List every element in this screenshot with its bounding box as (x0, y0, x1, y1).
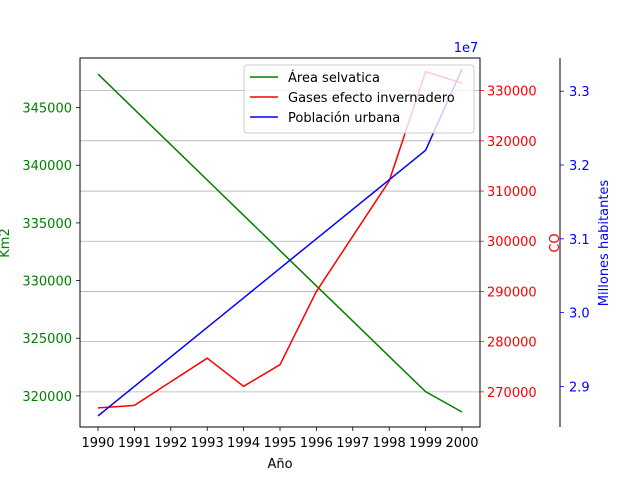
series-line (97, 68, 463, 417)
y-tick-label-left: 325000 (22, 332, 72, 347)
y-tick-label-right: 270000 (487, 386, 537, 401)
y-tick-label-right: 300000 (487, 235, 537, 250)
y-axis-label-right: CO (548, 233, 563, 252)
legend: Área selvatica Gases efecto invernadero Po… (243, 64, 475, 134)
legend-box (243, 64, 475, 134)
y-tick-label-right: 290000 (487, 285, 537, 300)
grid-layer (80, 90, 480, 393)
y-tick-label-right: 320000 (487, 135, 537, 150)
y-axis-label-outer-right: Millones habitantes (597, 180, 612, 307)
y-tick-label-outer-right: 3.1 (569, 233, 590, 248)
y-tick-label-outer-right: 3.2 (569, 159, 590, 174)
x-tick-label: 1994 (227, 436, 260, 451)
series-layer (97, 68, 463, 417)
y-tick-label-left: 345000 (22, 102, 72, 117)
y-axis-label-left: Km2 (0, 228, 13, 257)
x-tick-label: 1995 (263, 436, 296, 451)
y-tick-label-right: 280000 (487, 336, 537, 351)
x-tick-label: 1999 (409, 436, 442, 451)
x-axis-label: Año (267, 457, 292, 472)
x-tick-label: 2000 (445, 436, 478, 451)
x-tick-label: 1991 (118, 436, 151, 451)
axes-layer: 1990 1991 1992 1993 1994 1995 1996 1997 1998 1999… (22, 58, 590, 451)
y-tick-label-outer-right: 2.9 (569, 380, 590, 395)
legend-label: Gases efecto invernadero (288, 91, 455, 106)
offset-text: 1e7 (454, 41, 479, 56)
x-tick-label: 1993 (191, 436, 224, 451)
y-tick-label-left: 330000 (22, 275, 72, 290)
y-tick-label-right: 310000 (487, 185, 537, 200)
y-tick-label-outer-right: 3.0 (569, 307, 590, 322)
x-tick-label: 1992 (154, 436, 187, 451)
y-tick-label-left: 335000 (22, 217, 72, 232)
x-tick-label: 1998 (373, 436, 406, 451)
x-tick-label: 1990 (81, 436, 114, 451)
y-tick-label-left: 320000 (22, 390, 72, 405)
series-line (97, 73, 463, 413)
legend-label: Población urbana (288, 111, 400, 126)
y-tick-label-right: 330000 (487, 85, 537, 100)
x-tick-label: 1997 (336, 436, 369, 451)
x-tick-label: 1996 (300, 436, 333, 451)
legend-label: Área selvatica (288, 70, 380, 86)
series-line (97, 70, 463, 409)
y-tick-label-outer-right: 3.3 (569, 85, 590, 100)
y-tick-label-left: 340000 (22, 159, 72, 174)
